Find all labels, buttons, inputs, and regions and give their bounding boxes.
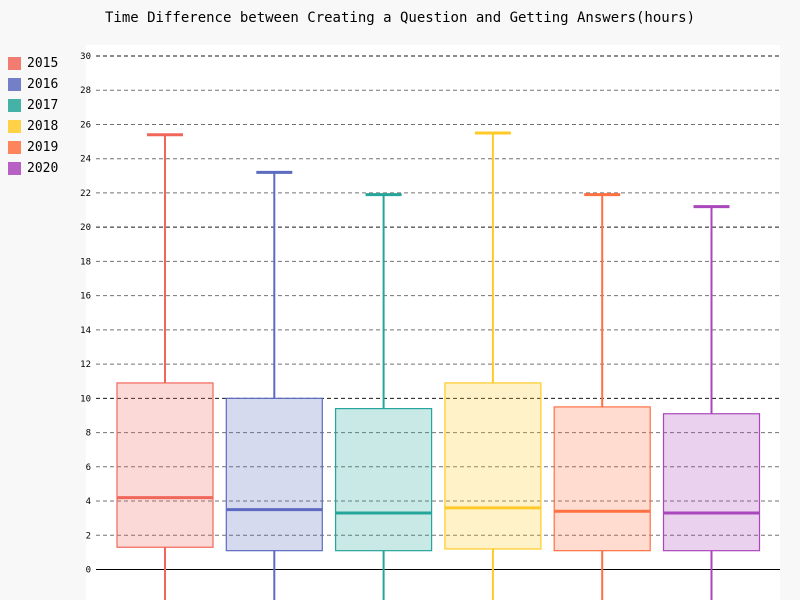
legend-swatch [8, 57, 21, 70]
y-tick-label: 8 [86, 429, 91, 439]
plot-background [86, 45, 780, 600]
y-tick-label: 24 [80, 155, 91, 165]
legend-label: 2019 [27, 140, 59, 155]
legend-label: 2016 [27, 77, 59, 92]
box-2015 [116, 382, 214, 548]
legend-item-2018[interactable]: 2018 [8, 116, 58, 137]
y-tick-label: 12 [80, 360, 91, 370]
legend-swatch [8, 120, 21, 133]
chart-title: Time Difference between Creating a Quest… [104, 10, 695, 26]
y-tick-label: 18 [80, 257, 91, 267]
legend-item-2015[interactable]: 2015 [8, 53, 58, 74]
legend-item-2017[interactable]: 2017 [8, 95, 58, 116]
y-tick-label: 20 [80, 223, 91, 233]
legend-label: 2018 [27, 119, 59, 134]
legend-item-2019[interactable]: 2019 [8, 137, 58, 158]
y-tick-label: 2 [86, 531, 91, 541]
box-2016 [225, 397, 323, 552]
box-2019 [553, 406, 651, 552]
y-tick-label: 6 [86, 463, 91, 473]
y-tick-label: 30 [80, 52, 91, 62]
legend-label: 2017 [27, 98, 59, 113]
y-tick-label: 4 [86, 497, 91, 507]
box-2020 [662, 413, 761, 552]
box-2017 [335, 408, 433, 552]
y-tick-label: 10 [80, 394, 91, 404]
y-tick-label: 16 [80, 292, 91, 302]
legend-swatch [8, 78, 21, 91]
legend-label: 2015 [27, 56, 59, 71]
legend: 2015 2016 2017 2018 2019 2020 [8, 53, 58, 179]
y-tick-label: 0 [86, 566, 91, 576]
y-tick-label: 26 [80, 120, 91, 130]
y-tick-label: 14 [80, 326, 91, 336]
legend-swatch [8, 99, 21, 112]
legend-swatch [8, 141, 21, 154]
box-2018 [444, 382, 542, 550]
legend-label: 2020 [27, 161, 59, 176]
legend-swatch [8, 162, 21, 175]
y-tick-label: 22 [80, 189, 91, 199]
y-tick-label: 28 [80, 86, 91, 96]
legend-item-2020[interactable]: 2020 [8, 158, 58, 179]
legend-item-2016[interactable]: 2016 [8, 74, 58, 95]
